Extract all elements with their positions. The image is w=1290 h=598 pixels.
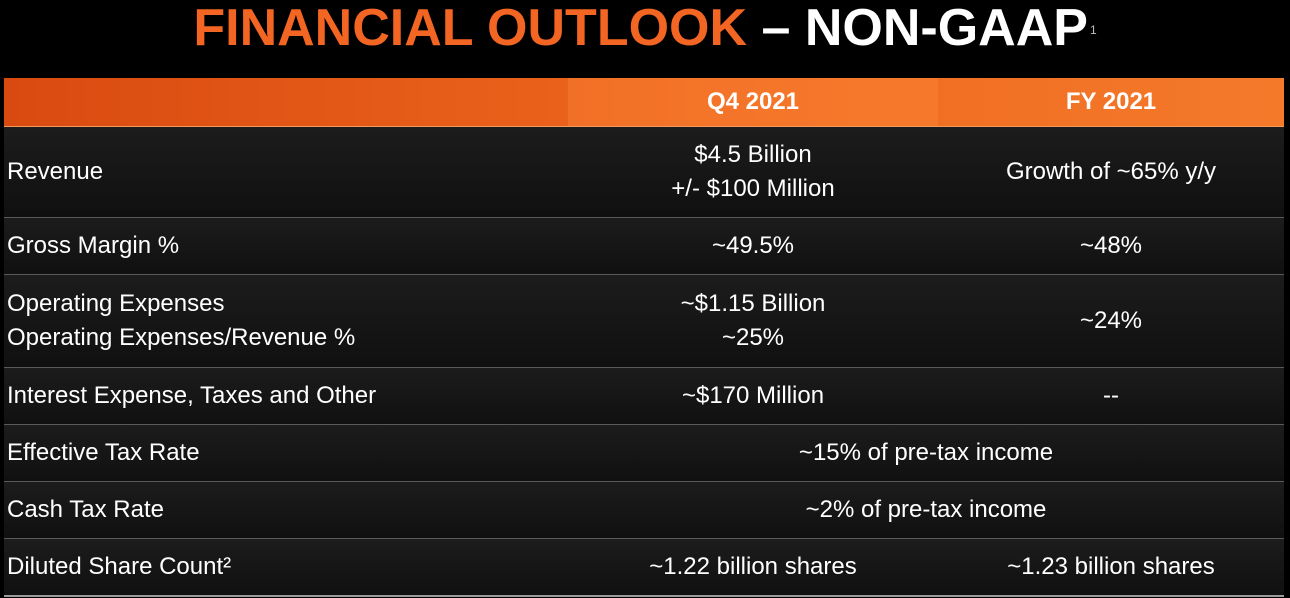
row-label: Operating Expenses Operating Expenses/Re…	[4, 275, 568, 367]
row-label: Diluted Share Count²	[7, 553, 232, 580]
q4-value: ~$1.15 Billion ~25%	[568, 275, 938, 367]
q4-value-line1: $4.5 Billion	[694, 141, 812, 168]
spanning-value: ~2% of pre-tax income	[805, 496, 1047, 523]
page-title: FINANCIAL OUTLOOK – NON-GAAP 1	[0, 0, 1290, 72]
table-row-operating-expenses: Operating Expenses Operating Expenses/Re…	[4, 275, 1284, 368]
table-row-cash-tax-rate: Cash Tax Rate ~2% of pre-tax income	[4, 482, 1284, 539]
row-label: Gross Margin %	[7, 232, 180, 259]
title-financial-outlook: FINANCIAL OUTLOOK	[193, 0, 748, 57]
fy-value: Growth of ~65% y/y	[1005, 158, 1217, 185]
table-row-gross-margin: Gross Margin % ~49.5% ~48%	[4, 218, 1284, 275]
table-row-revenue: Revenue $4.5 Billion +/- $100 Million Gr…	[4, 127, 1284, 218]
title-non-gaap: – NON-GAAP	[747, 0, 1088, 57]
row-label-line1: Operating Expenses	[7, 290, 225, 317]
header-fy-2021: FY 2021	[1065, 88, 1157, 115]
fy-value: ~1.23 billion shares	[1007, 553, 1215, 580]
header-q4-2021: Q4 2021	[568, 78, 938, 126]
q4-value-line2: ~25%	[721, 324, 785, 351]
q4-value: ~49.5%	[711, 232, 795, 259]
row-label: Effective Tax Rate	[7, 439, 200, 466]
table-row-diluted-share-count: Diluted Share Count² ~1.22 billion share…	[4, 539, 1284, 597]
spanning-value: ~15% of pre-tax income	[798, 439, 1054, 466]
table-row-interest-expense: Interest Expense, Taxes and Other ~$170 …	[4, 368, 1284, 425]
fy-value: ~48%	[1079, 232, 1143, 259]
q4-value: $4.5 Billion +/- $100 Million	[568, 127, 938, 217]
row-label-line2: Operating Expenses/Revenue %	[7, 324, 356, 351]
fy-value: --	[1103, 382, 1119, 409]
table-header: Q4 2021 FY 2021	[4, 78, 1284, 127]
fy-value: ~24%	[1079, 307, 1143, 334]
q4-value: ~$170 Million	[681, 382, 825, 409]
title-footnote-marker: 1	[1089, 23, 1097, 37]
q4-value: ~1.22 billion shares	[649, 553, 857, 580]
row-label: Interest Expense, Taxes and Other	[7, 382, 377, 409]
table-row-effective-tax-rate: Effective Tax Rate ~15% of pre-tax incom…	[4, 425, 1284, 482]
row-label: Cash Tax Rate	[7, 496, 164, 523]
header-label-column	[4, 78, 568, 126]
q4-value-line1: ~$1.15 Billion	[680, 290, 826, 317]
outlook-table: Q4 2021 FY 2021 Revenue $4.5 Billion +/-…	[4, 78, 1284, 597]
q4-value-line2: +/- $100 Million	[671, 175, 835, 202]
row-label: Revenue	[7, 158, 104, 185]
